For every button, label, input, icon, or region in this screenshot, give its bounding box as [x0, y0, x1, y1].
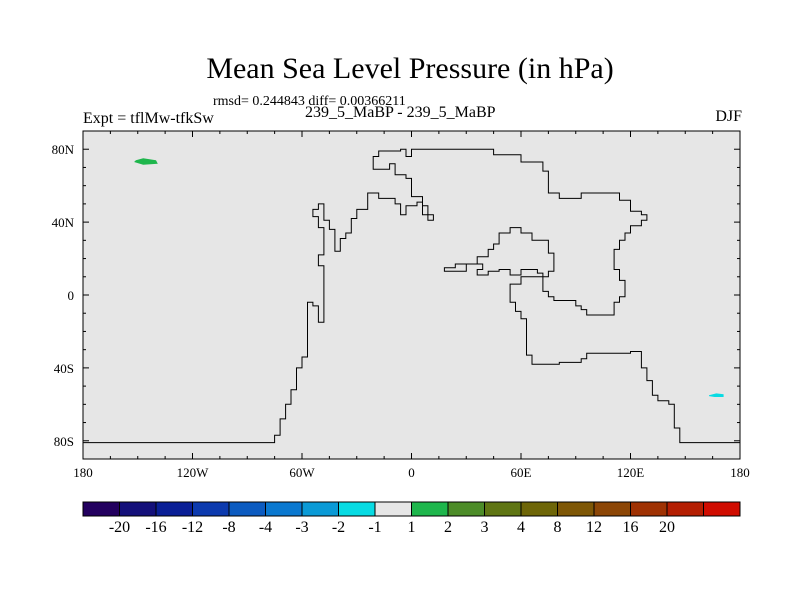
y-tick-label: 40N [52, 215, 75, 230]
colorbar-swatch [630, 501, 668, 517]
colorbar-swatch [82, 501, 120, 517]
colorbar-swatch [119, 501, 157, 517]
axis-ticks: 180 120W 60W 0 60E 120E 180 80N 40N 0 40S 80S [52, 131, 750, 480]
colorbar-label: -2 [332, 519, 345, 536]
colorbar-swatch [593, 501, 631, 517]
colorbar-swatch [301, 501, 339, 517]
colorbar-label: 3 [481, 519, 489, 536]
colorbar-swatch [374, 501, 412, 517]
anomaly-layer [134, 158, 724, 397]
colorbar-label: -1 [368, 519, 381, 536]
colorbar-swatch [338, 501, 376, 517]
experiment-pair-label: 239_5_MaBP - 239_5_MaBP [305, 104, 496, 121]
colorbar-swatch [155, 501, 193, 517]
colorbar-label: 16 [623, 519, 639, 536]
colorbar-label: -12 [182, 519, 203, 536]
colorbar-swatch [703, 501, 741, 517]
colorbar-label: 4 [517, 519, 525, 536]
colorbar-label: 2 [444, 519, 452, 536]
x-tick-label: 60W [289, 465, 315, 480]
colorbar-label: -16 [145, 519, 166, 536]
x-tick-label: 60E [511, 465, 532, 480]
coastline-0 [83, 148, 740, 444]
colorbar-label: 20 [659, 519, 675, 536]
negative-anomaly-southern [709, 393, 724, 397]
positive-anomaly-high-lat [134, 158, 158, 165]
season-label: DJF [715, 108, 742, 125]
y-tick-label: 0 [68, 288, 75, 303]
colorbar: -20 -16 -12 -8 -4 -3 -2 -1 1 2 3 4 8 12 16 20 [82, 501, 741, 536]
y-tick-label: 40S [54, 361, 74, 376]
colorbar-label: 12 [586, 519, 602, 536]
colorbar-label: -20 [109, 519, 130, 536]
colorbar-label: 1 [408, 519, 416, 536]
x-tick-label: 120E [617, 465, 645, 480]
colorbar-swatch [557, 501, 595, 517]
x-tick-label: 120W [177, 465, 210, 480]
colorbar-swatch [520, 501, 558, 517]
stats-label: rmsd= 0.244843 diff= 0.00366211 [213, 94, 406, 109]
colorbar-label: 8 [554, 519, 562, 536]
colorbar-swatch [447, 501, 485, 517]
x-tick-label: 180 [730, 465, 750, 480]
colorbar-swatch [265, 501, 303, 517]
colorbar-swatch [484, 501, 522, 517]
colorbar-swatch [666, 501, 704, 517]
y-tick-label: 80N [52, 142, 75, 157]
x-tick-label: 180 [73, 465, 93, 480]
colorbar-label: -8 [222, 519, 235, 536]
coastline-layer [83, 148, 740, 444]
colorbar-swatch [192, 501, 230, 517]
colorbar-label: -3 [295, 519, 308, 536]
y-tick-label: 80S [54, 434, 74, 449]
colorbar-label: -4 [259, 519, 272, 536]
colorbar-swatch [228, 501, 266, 517]
experiment-label: Expt = tflMw-tfkSw [83, 110, 214, 127]
chart-title: Mean Sea Level Pressure (in hPa) [206, 52, 614, 85]
x-tick-label: 0 [408, 465, 415, 480]
colorbar-swatch [411, 501, 449, 517]
